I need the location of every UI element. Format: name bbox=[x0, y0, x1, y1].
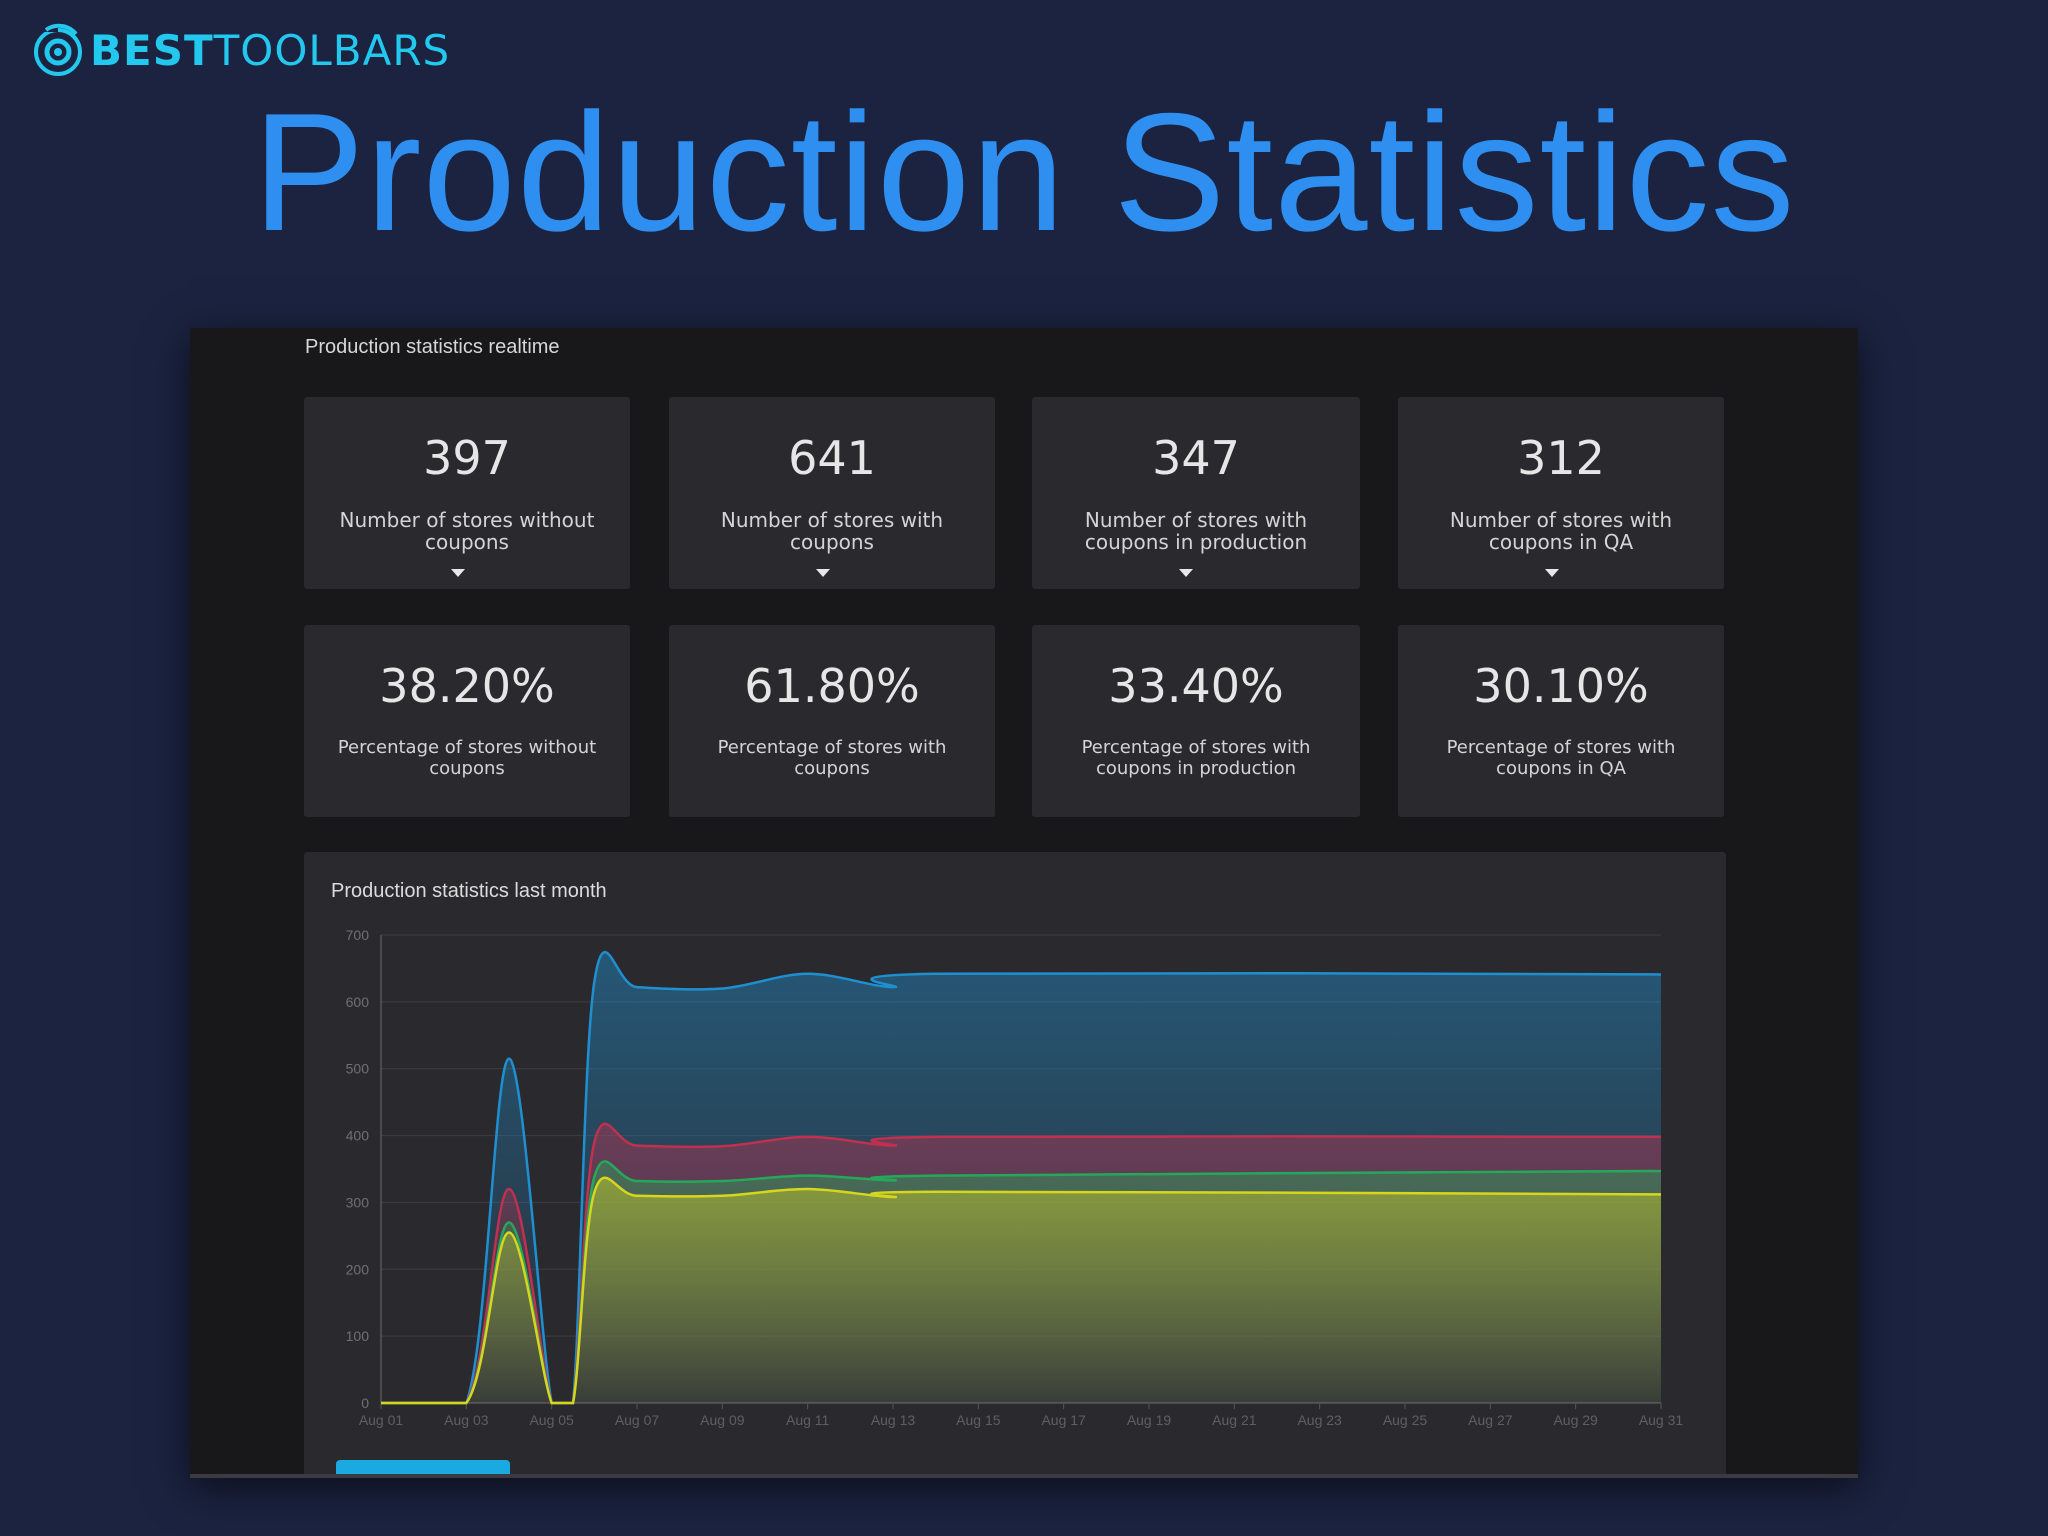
series-line bbox=[381, 1160, 1662, 1405]
pct-label: Percentage of stores with coupons in pro… bbox=[1081, 737, 1311, 779]
y-tick-label: 0 bbox=[361, 1395, 369, 1411]
x-tick-label: Aug 07 bbox=[615, 1412, 660, 1428]
x-tick-label: Aug 03 bbox=[444, 1412, 489, 1428]
pct-label: Percentage of stores without coupons bbox=[337, 737, 597, 779]
stat-label: Number of stores without coupons bbox=[339, 508, 595, 554]
y-tick-label: 300 bbox=[346, 1194, 370, 1210]
brand-wordmark: BESTTOOLBARS bbox=[90, 26, 450, 75]
pct-card-stores-in-production: 33.40% Percentage of stores with coupons… bbox=[1032, 625, 1360, 817]
x-tick-label: Aug 27 bbox=[1468, 1412, 1513, 1428]
panel-title: Production statistics realtime bbox=[305, 336, 560, 358]
caret-down-icon[interactable] bbox=[451, 569, 465, 577]
brand-logo: BESTTOOLBARS bbox=[32, 18, 450, 82]
pct-value: 38.20% bbox=[379, 659, 555, 713]
y-tick-label: 600 bbox=[346, 994, 370, 1010]
chart-title: Production statistics last month bbox=[331, 880, 607, 902]
stat-value: 641 bbox=[788, 431, 876, 485]
series-line bbox=[381, 1176, 1662, 1405]
stat-card-stores-with-coupons[interactable]: 641 Number of stores with coupons bbox=[669, 397, 995, 589]
x-tick-label: Aug 19 bbox=[1127, 1412, 1172, 1428]
stat-card-stores-in-production[interactable]: 347 Number of stores with coupons in pro… bbox=[1032, 397, 1360, 589]
x-tick-label: Aug 11 bbox=[786, 1412, 830, 1428]
x-tick-label: Aug 23 bbox=[1297, 1412, 1342, 1428]
x-tick-label: Aug 21 bbox=[1212, 1412, 1257, 1428]
pct-value: 30.10% bbox=[1473, 659, 1649, 713]
y-tick-label: 400 bbox=[346, 1128, 370, 1144]
x-tick-label: Aug 25 bbox=[1383, 1412, 1428, 1428]
caret-down-icon[interactable] bbox=[816, 569, 830, 577]
page-headline: Production Statistics bbox=[252, 78, 1796, 266]
x-tick-label: Aug 17 bbox=[1041, 1412, 1086, 1428]
stat-card-stores-without-coupons[interactable]: 397 Number of stores without coupons bbox=[304, 397, 630, 589]
pct-card-stores-without-coupons: 38.20% Percentage of stores without coup… bbox=[304, 625, 630, 817]
pct-card-stores-in-qa: 30.10% Percentage of stores with coupons… bbox=[1398, 625, 1724, 817]
y-tick-label: 100 bbox=[346, 1328, 370, 1344]
pct-card-stores-with-coupons: 61.80% Percentage of stores with coupons bbox=[669, 625, 995, 817]
x-tick-label: Aug 13 bbox=[871, 1412, 916, 1428]
chart-card: Production statistics last month 0 100 200… bbox=[304, 852, 1726, 1474]
x-tick-label: Aug 31 bbox=[1639, 1412, 1684, 1428]
stat-value: 347 bbox=[1152, 431, 1240, 485]
y-tick-label: 700 bbox=[346, 927, 370, 943]
caret-down-icon[interactable] bbox=[1545, 569, 1559, 577]
stat-value: 397 bbox=[423, 431, 511, 485]
x-tick-label: Aug 15 bbox=[956, 1412, 1001, 1428]
series-line bbox=[381, 1122, 1662, 1405]
caret-down-icon[interactable] bbox=[1179, 569, 1193, 577]
series-area bbox=[381, 1177, 1661, 1403]
stat-label: Number of stores with coupons in product… bbox=[1084, 508, 1308, 554]
brand-wordmark-light: TOOLBARS bbox=[213, 25, 451, 75]
stat-card-stores-in-qa[interactable]: 312 Number of stores with coupons in QA bbox=[1398, 397, 1724, 589]
pct-label: Percentage of stores with coupons in QA bbox=[1446, 737, 1676, 779]
x-tick-label: Aug 09 bbox=[700, 1412, 745, 1428]
series-line bbox=[381, 950, 1662, 1405]
stat-value: 312 bbox=[1517, 431, 1605, 485]
x-tick-label: Aug 29 bbox=[1553, 1412, 1598, 1428]
stat-label: Number of stores with coupons in QA bbox=[1449, 508, 1673, 554]
pct-value: 61.80% bbox=[744, 659, 920, 713]
brand-wordmark-bold: BEST bbox=[90, 25, 214, 75]
dashboard-panel: Production statistics realtime 397 Numbe… bbox=[190, 328, 1858, 1478]
y-tick-label: 500 bbox=[346, 1061, 370, 1077]
area-chart: 0 100 200 300 400 500 600 700 Aug 01 Aug 03 Aug 05… bbox=[346, 927, 1684, 1428]
range-selector-handle[interactable] bbox=[336, 1460, 510, 1474]
x-tick-label: Aug 01 bbox=[359, 1412, 404, 1428]
brand-logo-icon bbox=[34, 22, 82, 76]
pct-label: Percentage of stores with coupons bbox=[717, 737, 947, 779]
x-tick-label: Aug 05 bbox=[529, 1412, 574, 1428]
pct-value: 33.40% bbox=[1108, 659, 1284, 713]
y-tick-label: 200 bbox=[346, 1261, 370, 1277]
stat-label: Number of stores with coupons bbox=[720, 508, 944, 554]
